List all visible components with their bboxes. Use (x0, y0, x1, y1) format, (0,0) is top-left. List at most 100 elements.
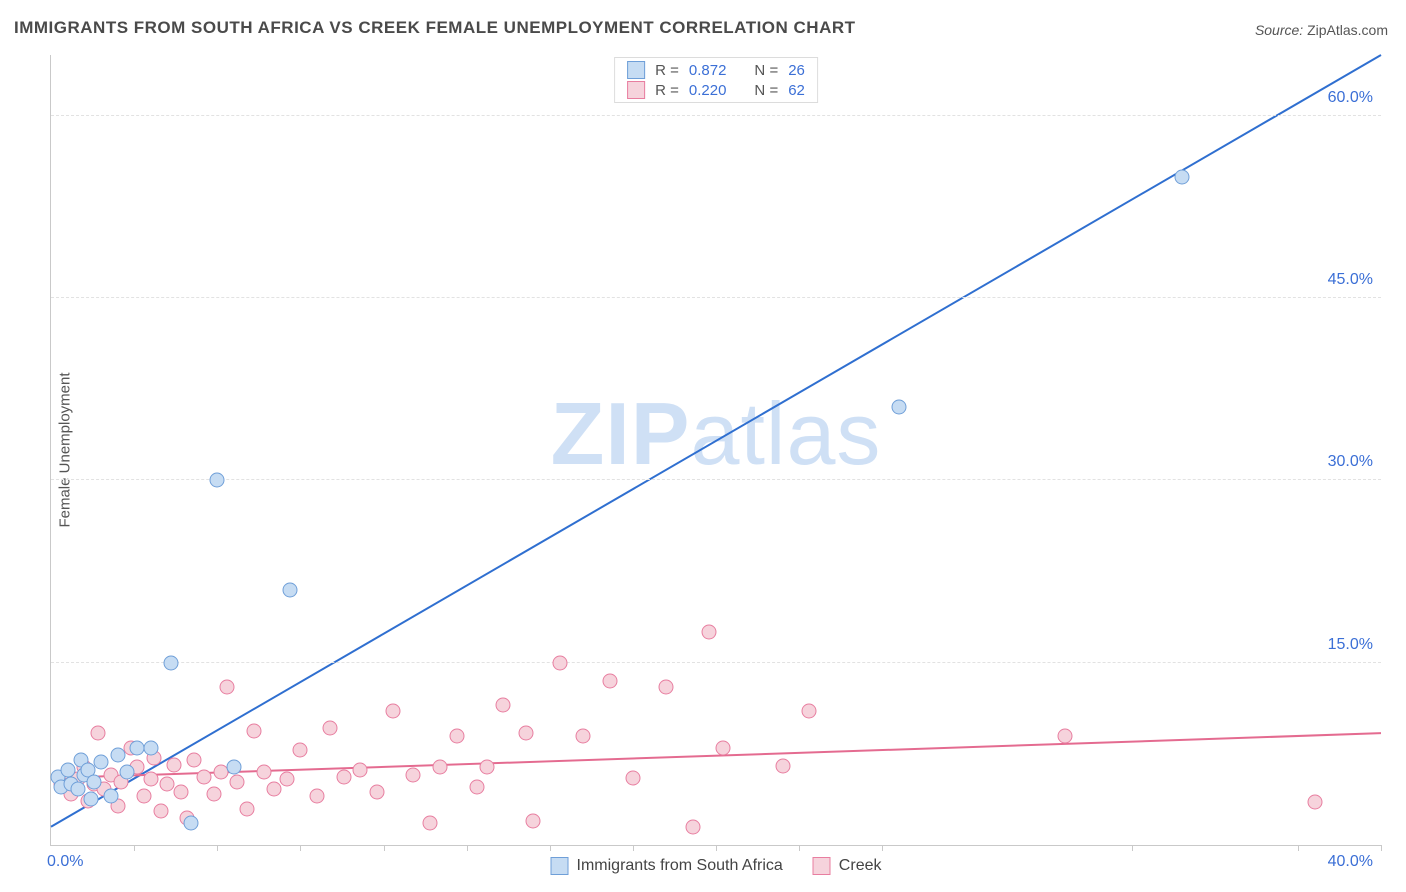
gridline (51, 479, 1381, 480)
x-tick (1132, 845, 1133, 851)
scatter-point-creek (685, 819, 700, 834)
series-legend: Immigrants from South Africa Creek (551, 857, 882, 875)
swatch-icon (813, 857, 831, 875)
scatter-point-creek (153, 803, 168, 818)
scatter-point-creek (293, 743, 308, 758)
scatter-point-creek (323, 721, 338, 736)
scatter-point-creek (1307, 795, 1322, 810)
scatter-point-creek (143, 772, 158, 787)
gridline (51, 297, 1381, 298)
x-tick (217, 845, 218, 851)
legend-R-label: R = (655, 82, 679, 99)
swatch-icon (627, 61, 645, 79)
scatter-point-creek (230, 774, 245, 789)
scatter-point-sa (87, 774, 102, 789)
y-tick-label: 60.0% (1328, 89, 1373, 107)
x-tick (134, 845, 135, 851)
x-tick (633, 845, 634, 851)
scatter-point-creek (775, 759, 790, 774)
source-value: ZipAtlas.com (1307, 22, 1388, 38)
scatter-point-sa (143, 740, 158, 755)
scatter-point-creek (90, 726, 105, 741)
scatter-point-creek (552, 655, 567, 670)
scatter-point-creek (469, 779, 484, 794)
scatter-point-creek (173, 784, 188, 799)
scatter-point-creek (386, 704, 401, 719)
x-tick (799, 845, 800, 851)
scatter-point-creek (406, 767, 421, 782)
scatter-point-creek (353, 762, 368, 777)
y-tick-label: 45.0% (1328, 271, 1373, 289)
scatter-point-creek (246, 723, 261, 738)
legend-N-value: 62 (788, 82, 805, 99)
swatch-icon (627, 81, 645, 99)
scatter-point-creek (240, 801, 255, 816)
scatter-point-creek (1058, 728, 1073, 743)
watermark-zip: ZIP (551, 384, 691, 483)
scatter-point-sa (891, 400, 906, 415)
legend-row-sa: R = 0.872 N = 26 (615, 60, 817, 80)
legend-row-creek: R = 0.220 N = 62 (615, 80, 817, 100)
swatch-icon (551, 857, 569, 875)
scatter-point-creek (167, 757, 182, 772)
chart-title: IMMIGRANTS FROM SOUTH AFRICA VS CREEK FE… (14, 18, 856, 38)
scatter-point-creek (186, 752, 201, 767)
scatter-point-creek (479, 760, 494, 775)
scatter-point-sa (83, 791, 98, 806)
scatter-point-sa (93, 755, 108, 770)
scatter-point-creek (280, 772, 295, 787)
source-label: Source: (1255, 22, 1303, 38)
scatter-point-creek (659, 680, 674, 695)
scatter-point-creek (220, 680, 235, 695)
scatter-point-sa (103, 789, 118, 804)
x-tick-max: 40.0% (1328, 853, 1373, 871)
scatter-point-sa (70, 782, 85, 797)
x-tick (384, 845, 385, 851)
scatter-point-sa (210, 473, 225, 488)
legend-label: Immigrants from South Africa (577, 857, 783, 875)
scatter-point-creek (196, 769, 211, 784)
trend-line-creek (51, 733, 1381, 778)
scatter-point-sa (120, 765, 135, 780)
scatter-plot: ZIPatlas R = 0.872 N = 26 R = 0.220 N = … (50, 55, 1381, 846)
scatter-point-sa (226, 760, 241, 775)
x-tick (716, 845, 717, 851)
x-tick (467, 845, 468, 851)
scatter-point-creek (802, 704, 817, 719)
scatter-point-sa (163, 655, 178, 670)
correlation-legend: R = 0.872 N = 26 R = 0.220 N = 62 (614, 57, 818, 103)
scatter-point-sa (283, 582, 298, 597)
x-tick-min: 0.0% (47, 853, 83, 871)
scatter-point-sa (1174, 169, 1189, 184)
scatter-point-creek (256, 765, 271, 780)
legend-item-creek: Creek (813, 857, 882, 875)
scatter-point-creek (206, 786, 221, 801)
watermark-atlas: atlas (691, 384, 882, 483)
scatter-point-creek (576, 728, 591, 743)
watermark: ZIPatlas (551, 383, 882, 485)
gridline (51, 662, 1381, 663)
x-tick (1298, 845, 1299, 851)
legend-N-value: 26 (788, 62, 805, 79)
scatter-point-creek (369, 784, 384, 799)
y-tick-label: 30.0% (1328, 453, 1373, 471)
scatter-point-creek (449, 728, 464, 743)
legend-R-label: R = (655, 62, 679, 79)
source-attribution: Source: ZipAtlas.com (1255, 22, 1388, 38)
y-axis-label: Female Unemployment (57, 372, 74, 527)
scatter-point-creek (496, 698, 511, 713)
legend-N-label: N = (754, 82, 778, 99)
scatter-point-creek (423, 816, 438, 831)
scatter-point-creek (137, 789, 152, 804)
scatter-point-creek (625, 771, 640, 786)
scatter-point-creek (602, 673, 617, 688)
x-tick (1381, 845, 1382, 851)
legend-R-value: 0.220 (689, 82, 727, 99)
legend-label: Creek (839, 857, 882, 875)
legend-R-value: 0.872 (689, 62, 727, 79)
legend-N-label: N = (754, 62, 778, 79)
x-tick (550, 845, 551, 851)
x-tick (300, 845, 301, 851)
gridline (51, 115, 1381, 116)
scatter-point-creek (715, 740, 730, 755)
